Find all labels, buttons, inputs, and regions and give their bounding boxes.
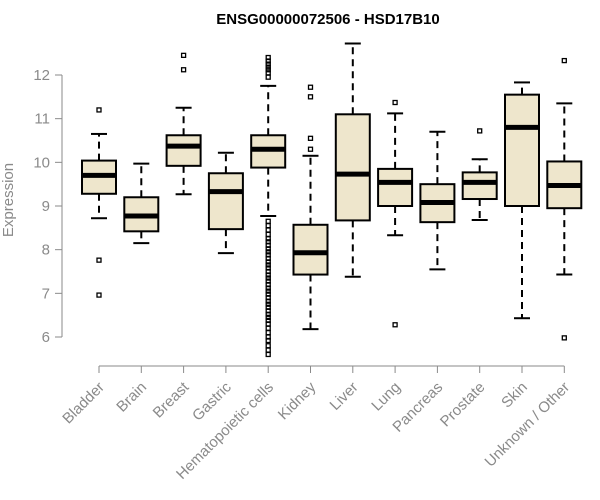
y-tick-label: 7 [42,285,50,302]
box-group-pancreas [419,130,456,271]
y-axis: 6 7 8 9 10 11 12 [33,67,63,346]
outlier-point [265,61,271,67]
outlier-point [265,272,271,278]
box-group-breast [165,52,202,196]
x-tick-label: Lung [368,379,404,415]
x-tick-label: Bladder [59,379,108,428]
outlier-point [265,74,271,80]
outlier-point [265,329,271,336]
outlier-point [265,222,271,229]
box-group-bladder [81,107,117,298]
y-tick-label: 12 [33,67,50,84]
outlier-point [265,70,271,76]
y-tick-label: 11 [34,111,50,128]
outlier-point [307,94,314,100]
outlier-point [265,249,271,255]
y-axis-label: Expression [0,163,17,237]
outlier-point [561,57,567,64]
outlier-point [265,236,271,242]
box-iqr [504,93,540,207]
outlier-point [265,231,271,238]
outlier-point [96,107,102,113]
box-iqr [334,113,371,222]
box-group-kidney [292,84,329,331]
box-group-hematopoietic-cells [250,54,287,358]
box-iqr [292,223,329,276]
outlier-point [307,135,314,141]
box-group-lung [377,99,414,328]
box-group-skin [504,81,540,320]
x-tick-label: Prostate [437,379,489,431]
outlier-point [561,335,567,341]
box-iqr [461,171,498,201]
outlier-point [265,298,271,304]
outlier-point [392,99,398,106]
outlier-point [265,64,271,70]
outlier-point [265,311,271,317]
outlier-point [265,227,271,233]
box-group-brain [123,162,160,245]
boxes-layer [81,42,583,358]
y-tick-label: 10 [33,154,50,171]
x-tick-label: Skin [498,379,531,412]
x-tick-label: Breast [150,378,193,421]
outlier-point [265,54,271,61]
outlier-point [96,257,102,263]
outlier-point [265,301,271,307]
outlier-point [265,314,271,321]
outlier-point [180,67,187,73]
x-tick-label: Kidney [275,378,320,423]
outlier-point [265,275,271,281]
box-group-gastric [207,151,244,255]
outlier-point [96,292,102,298]
y-tick-label: 8 [42,242,50,259]
outlier-point [307,146,314,152]
outlier-point [265,288,271,294]
x-tick-label: Brain [113,379,150,416]
outlier-point [265,347,271,353]
outlier-point [180,52,187,58]
y-tick-label: 9 [42,198,50,215]
outlier-point [265,337,271,344]
outlier-point [265,218,271,224]
outlier-point [265,262,271,268]
box-iqr [165,134,202,167]
outlier-point [265,246,271,252]
outlier-point [265,321,271,327]
box-iqr [207,172,244,231]
outlier-point [265,259,271,265]
box-iqr [377,167,414,207]
chart-title: ENSG00000072506 - HSD17B10 [216,11,439,28]
box-group-prostate [461,128,498,221]
y-tick-label: 6 [42,329,50,346]
box-group-liver [334,42,371,278]
outlier-point [265,325,271,331]
outlier-point [392,322,398,328]
box-group-unknown-other [546,57,583,341]
outlier-point [265,351,271,358]
outlier-point [477,128,483,134]
outlier-point [307,84,314,90]
outlier-point [265,343,271,349]
x-tick-label: Liver [327,379,362,414]
outlier-point [265,285,271,291]
